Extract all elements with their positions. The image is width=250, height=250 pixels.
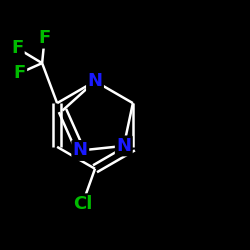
Text: Cl: Cl: [73, 195, 92, 213]
Text: F: F: [14, 64, 26, 82]
Text: F: F: [11, 39, 23, 57]
Text: N: N: [73, 142, 88, 160]
Text: N: N: [88, 72, 102, 90]
Text: N: N: [116, 137, 131, 155]
Text: F: F: [38, 29, 51, 47]
